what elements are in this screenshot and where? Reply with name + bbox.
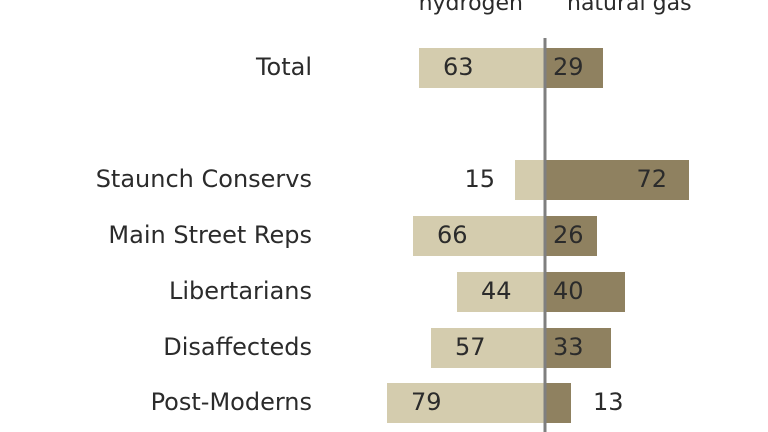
bar-hydrogen-libertarians — [457, 272, 545, 312]
value-label-hydrogen-total: 63 — [443, 53, 474, 81]
series-header-natural-gas: natural gas — [567, 0, 692, 16]
value-label-hydrogen-disaffecteds: 57 — [455, 333, 486, 361]
bar-hydrogen-post-moderns — [387, 383, 545, 423]
bar-natural-gas-total — [545, 48, 603, 88]
bar-natural-gas-post-moderns — [545, 383, 571, 423]
value-label-hydrogen-post-moderns: 79 — [411, 388, 442, 416]
bar-hydrogen-main-street-reps — [413, 216, 545, 256]
category-label-total: Total — [255, 53, 312, 81]
value-label-hydrogen-main-street-reps: 66 — [437, 221, 468, 249]
series-header-hydrogen: hydrogen — [419, 0, 523, 16]
category-label-staunch-conservs: Staunch Conservs — [96, 165, 312, 193]
bar-hydrogen-disaffecteds — [431, 328, 545, 368]
category-label-main-street-reps: Main Street Reps — [108, 221, 312, 249]
bar-hydrogen-staunch-conservs — [515, 160, 545, 200]
bar-hydrogen-total — [419, 48, 545, 88]
value-label-hydrogen-libertarians: 44 — [481, 277, 512, 305]
chart-rows: Total 63 29 Staunch Conservs 15 72 Main Street… — [96, 48, 689, 423]
category-label-libertarians: Libertarians — [169, 277, 312, 305]
value-label-natural-gas-total: 29 — [553, 53, 584, 81]
value-label-natural-gas-libertarians: 40 — [553, 277, 584, 305]
bar-natural-gas-libertarians — [545, 272, 625, 312]
bar-natural-gas-disaffecteds — [545, 328, 611, 368]
bar-natural-gas-main-street-reps — [545, 216, 597, 256]
value-label-natural-gas-post-moderns: 13 — [593, 388, 624, 416]
value-label-natural-gas-disaffecteds: 33 — [553, 333, 584, 361]
value-label-natural-gas-staunch-conservs: 72 — [636, 165, 667, 193]
category-label-disaffecteds: Disaffecteds — [163, 333, 312, 361]
value-label-hydrogen-staunch-conservs: 15 — [464, 165, 495, 193]
category-label-post-moderns: Post-Moderns — [151, 388, 312, 416]
value-label-natural-gas-main-street-reps: 26 — [553, 221, 584, 249]
bar-natural-gas-staunch-conservs — [545, 160, 689, 200]
